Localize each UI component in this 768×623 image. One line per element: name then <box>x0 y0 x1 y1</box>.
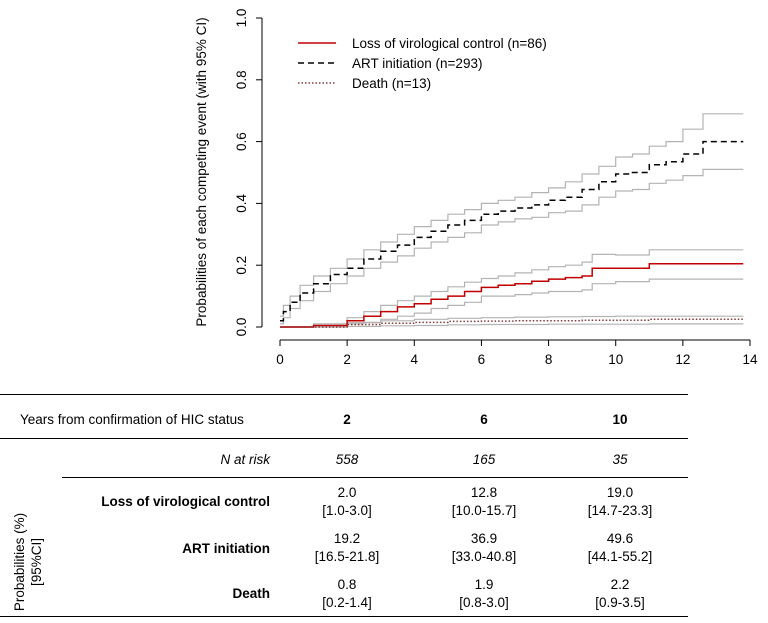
n-at-risk-2: 558 <box>335 452 359 467</box>
series-line-loss-of-virological-control <box>280 262 744 328</box>
header-label: Years from confirmation of HIC status <box>20 412 244 427</box>
loss-6-ci: [10.0-15.7] <box>451 503 517 518</box>
legend-label-1: ART initiation (n=293) <box>352 56 482 71</box>
death-10-ci: [0.9-3.5] <box>595 595 645 610</box>
table-bottom-rule <box>0 616 688 617</box>
axes: 0 2 4 6 8 10 12 14 0.0 0.2 0.4 0.6 0.8 1.0 <box>234 9 758 367</box>
art-10-ci: [44.1-55.2] <box>587 549 653 564</box>
series-lines <box>280 140 744 328</box>
art-2-value: 19.2 <box>333 531 361 546</box>
ci-upper-loss-of-virological-control <box>280 249 744 328</box>
art-2-ci: [16.5-21.8] <box>314 549 380 564</box>
x-tick-label-4: 4 <box>411 352 419 367</box>
n-at-risk-label: N at risk <box>220 452 270 467</box>
loss-2-value: 2.0 <box>337 485 357 500</box>
n-at-risk-rule <box>62 477 688 478</box>
probabilities-side-label: Probabilities (%) [95%CI] <box>12 512 44 612</box>
art-6-ci: [33.0-40.8] <box>451 549 517 564</box>
series-line-art-initiation <box>280 140 744 322</box>
art-6-value: 36.9 <box>470 531 498 546</box>
y-tick-label-0.4: 0.4 <box>234 194 249 213</box>
art-10-value: 49.6 <box>606 531 634 546</box>
column-header-2: 2 <box>343 412 351 427</box>
n-at-risk-10: 35 <box>612 452 628 467</box>
ci-lower-death <box>280 323 744 328</box>
x-tick-label-10: 10 <box>608 352 623 367</box>
legend-label-0: Loss of virological control (n=86) <box>352 36 547 51</box>
cumulative-incidence-chart: 0 2 4 6 8 10 12 14 0.0 0.2 0.4 0.6 0.8 1.0 Probabilit… <box>194 9 758 367</box>
x-tick-label-2: 2 <box>343 352 351 367</box>
x-tick-label-12: 12 <box>675 352 690 367</box>
ci-lower-loss-of-virological-control <box>280 278 744 328</box>
death-6-value: 1.9 <box>474 577 494 592</box>
column-header-10: 10 <box>612 412 628 427</box>
death-6-ci: [0.8-3.0] <box>459 595 509 610</box>
y-tick-label-0.6: 0.6 <box>234 132 249 151</box>
x-tick-label-14: 14 <box>742 352 758 367</box>
ci-upper-art-initiation <box>280 113 744 317</box>
death-2-value: 0.8 <box>337 577 357 592</box>
y-tick-label-0.8: 0.8 <box>234 70 249 89</box>
row-label-loss: Loss of virological control <box>101 494 270 509</box>
legend-label-2: Death (n=13) <box>352 76 431 91</box>
death-2-ci: [0.2-1.4] <box>322 595 372 610</box>
x-tick-label-0: 0 <box>276 352 284 367</box>
loss-2-ci: [1.0-3.0] <box>322 503 372 518</box>
series-line-death <box>280 318 744 328</box>
table-top-rule <box>0 394 688 395</box>
loss-10-ci: [14.7-23.3] <box>587 503 653 518</box>
row-label-death: Death <box>232 586 270 601</box>
x-tick-label-6: 6 <box>478 352 486 367</box>
y-tick-label-1: 1.0 <box>234 9 249 28</box>
loss-6-value: 12.8 <box>470 485 498 500</box>
death-10-value: 2.2 <box>610 577 630 592</box>
confidence-bands <box>280 113 744 328</box>
ci-upper-death <box>280 315 744 328</box>
x-tick-label-8: 8 <box>545 352 553 367</box>
row-label-art: ART initiation <box>182 541 270 556</box>
header-rule <box>0 438 688 439</box>
ci-lower-art-initiation <box>280 168 744 325</box>
y-axis-label: Probabilities of each competing event (w… <box>194 17 209 326</box>
y-tick-label-0.2: 0.2 <box>234 256 249 275</box>
loss-10-value: 19.0 <box>606 485 634 500</box>
column-header-6: 6 <box>480 412 488 427</box>
y-tick-label-0: 0.0 <box>234 318 249 337</box>
legend: Loss of virological control (n=86) ART in… <box>298 36 547 91</box>
n-at-risk-6: 165 <box>472 452 496 467</box>
